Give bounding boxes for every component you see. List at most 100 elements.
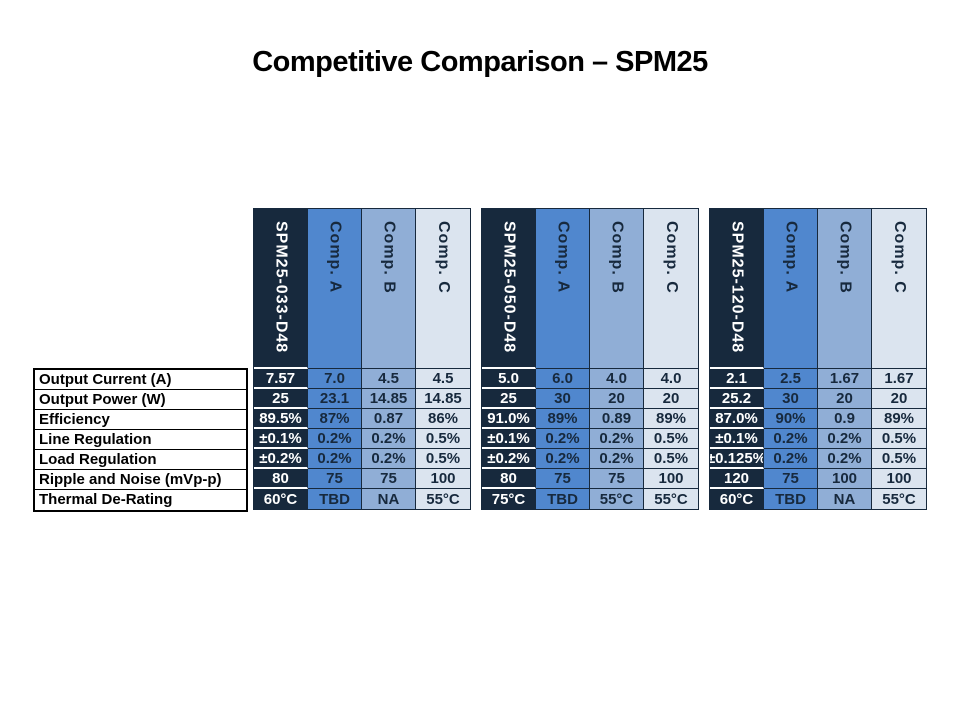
value-cell: 4.0 xyxy=(590,369,644,389)
value-cell: ±0.125% xyxy=(710,449,764,469)
value-cell: 1.67 xyxy=(872,369,926,389)
value-cell: 6.0 xyxy=(536,369,590,389)
value-cell: NA xyxy=(362,489,416,509)
value-cell: 0.2% xyxy=(536,429,590,449)
value-cell: 87% xyxy=(308,409,362,429)
comparison-table: SPM25-120-D48 Comp. A Comp. B Comp. C 2.1 2.5… xyxy=(709,208,927,510)
competitor-name-vertical-text: Comp. C xyxy=(435,221,452,294)
value-cell: 0.2% xyxy=(818,449,872,469)
product-header-cell: SPM25-033-D48 xyxy=(254,209,308,369)
value-cell: 4.5 xyxy=(362,369,416,389)
value-cell: 80 xyxy=(254,469,308,489)
value-cell: 75°C xyxy=(482,489,536,509)
competitor-header-cell: Comp. C xyxy=(872,209,926,369)
value-cell: 25 xyxy=(254,389,308,409)
competitor-name-vertical-text: Comp. B xyxy=(608,221,626,294)
value-cell: 55°C xyxy=(590,489,644,509)
competitor-name-vertical-text: Comp. C xyxy=(891,221,908,294)
row-label: Load Regulation xyxy=(35,450,246,470)
value-cell: 30 xyxy=(536,389,590,409)
competitor-header-cell: Comp. B xyxy=(818,209,872,369)
value-cell: 86% xyxy=(416,409,470,429)
competitor-header-cell: Comp. C xyxy=(644,209,698,369)
competitor-name-vertical-text: Comp. B xyxy=(380,221,398,294)
value-cell: 0.2% xyxy=(308,429,362,449)
value-cell: 14.85 xyxy=(416,389,470,409)
value-cell: 0.5% xyxy=(872,449,926,469)
competitor-header-cell: Comp. C xyxy=(416,209,470,369)
value-cell: 0.2% xyxy=(362,429,416,449)
slide-title: Competitive Comparison – SPM25 xyxy=(252,46,708,78)
value-cell: 75 xyxy=(362,469,416,489)
competitor-name-vertical-text: Comp. A xyxy=(554,221,572,294)
value-cell: 0.5% xyxy=(872,429,926,449)
value-cell: 0.2% xyxy=(308,449,362,469)
value-cell: ±0.1% xyxy=(254,429,308,449)
row-label: Output Power (W) xyxy=(35,390,246,410)
value-cell: 75 xyxy=(764,469,818,489)
value-cell: 80 xyxy=(482,469,536,489)
value-cell: 75 xyxy=(308,469,362,489)
row-label: Ripple and Noise (mVp-p) xyxy=(35,470,246,490)
value-cell: 60°C xyxy=(710,489,764,509)
value-cell: 60°C xyxy=(254,489,308,509)
value-cell: 89% xyxy=(872,409,926,429)
value-cell: 0.2% xyxy=(764,449,818,469)
value-cell: 25.2 xyxy=(710,389,764,409)
value-cell: 89% xyxy=(536,409,590,429)
value-cell: 20 xyxy=(872,389,926,409)
value-cell: 2.1 xyxy=(710,369,764,389)
value-cell: ±0.2% xyxy=(482,449,536,469)
value-cell: 0.5% xyxy=(416,449,470,469)
competitor-header-cell: Comp. B xyxy=(590,209,644,369)
value-cell: ±0.1% xyxy=(710,429,764,449)
value-cell: 7.0 xyxy=(308,369,362,389)
value-cell: 89.5% xyxy=(254,409,308,429)
value-cell: 0.2% xyxy=(362,449,416,469)
value-cell: 0.5% xyxy=(644,429,698,449)
value-cell: 20 xyxy=(590,389,644,409)
row-labels-table: Output Current (A) Output Power (W) Effici… xyxy=(33,368,248,512)
competitor-name-vertical-text: Comp. B xyxy=(836,221,854,294)
value-cell: 100 xyxy=(644,469,698,489)
value-cell: 0.5% xyxy=(416,429,470,449)
product-header-cell: SPM25-120-D48 xyxy=(710,209,764,369)
value-cell: ±0.2% xyxy=(254,449,308,469)
product-header-cell: SPM25-050-D48 xyxy=(482,209,536,369)
product-name-vertical-text: SPM25-050-D48 xyxy=(500,221,518,354)
value-cell: 100 xyxy=(416,469,470,489)
comparison-table: SPM25-050-D48 Comp. A Comp. B Comp. C 5.0 6.0… xyxy=(481,208,699,510)
value-cell: 20 xyxy=(818,389,872,409)
value-cell: 55°C xyxy=(416,489,470,509)
value-cell: 4.5 xyxy=(416,369,470,389)
value-cell: 4.0 xyxy=(644,369,698,389)
value-cell: 0.2% xyxy=(764,429,818,449)
competitor-header-cell: Comp. B xyxy=(362,209,416,369)
value-cell: 120 xyxy=(710,469,764,489)
value-cell: 20 xyxy=(644,389,698,409)
comparison-table: SPM25-033-D48 Comp. A Comp. B Comp. C 7.57 7.… xyxy=(253,208,471,510)
row-label: Thermal De-Rating xyxy=(39,491,173,508)
competitor-name-vertical-text: Comp. A xyxy=(782,221,800,294)
value-cell: 23.1 xyxy=(308,389,362,409)
value-cell: 89% xyxy=(644,409,698,429)
value-cell: 14.85 xyxy=(362,389,416,409)
value-cell: 0.2% xyxy=(818,429,872,449)
product-name-vertical-text: SPM25-120-D48 xyxy=(728,221,746,354)
value-cell: 87.0% xyxy=(710,409,764,429)
value-cell: 1.67 xyxy=(818,369,872,389)
value-cell: 91.0% xyxy=(482,409,536,429)
value-cell: 55°C xyxy=(644,489,698,509)
competitor-name-vertical-text: Comp. A xyxy=(326,221,344,294)
value-cell: 0.2% xyxy=(590,449,644,469)
value-cell: 90% xyxy=(764,409,818,429)
value-cell: 75 xyxy=(536,469,590,489)
value-cell: TBD xyxy=(764,489,818,509)
competitor-name-vertical-text: Comp. C xyxy=(663,221,680,294)
value-cell: 0.9 xyxy=(818,409,872,429)
value-cell: 100 xyxy=(872,469,926,489)
value-cell: 0.2% xyxy=(590,429,644,449)
value-cell: NA xyxy=(818,489,872,509)
value-cell: 30 xyxy=(764,389,818,409)
